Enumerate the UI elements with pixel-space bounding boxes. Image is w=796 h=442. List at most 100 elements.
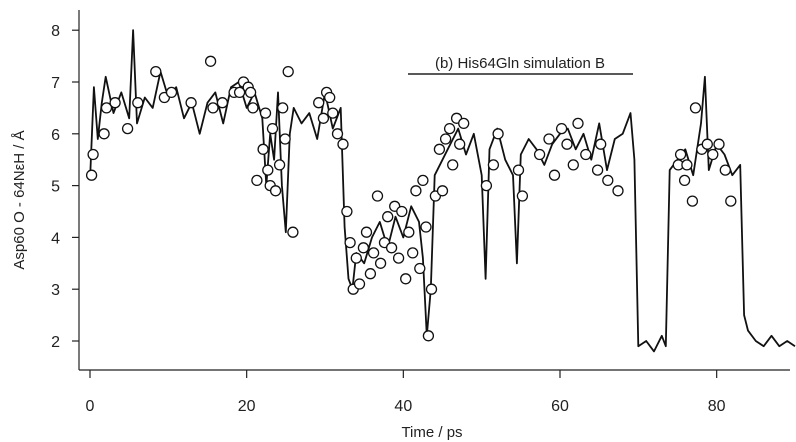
- y-tick-label: 2: [51, 334, 60, 351]
- y-tick-label: 4: [51, 230, 60, 247]
- data-point-marker: [595, 138, 607, 150]
- data-point-marker: [269, 185, 282, 197]
- y-tick-label: 7: [51, 75, 60, 92]
- data-point-marker: [414, 262, 426, 275]
- data-point-marker: [204, 55, 217, 67]
- data-point-marker: [98, 128, 110, 140]
- data-point-marker: [707, 148, 719, 161]
- data-point-marker: [725, 195, 737, 207]
- data-point-marker: [371, 190, 384, 202]
- data-point-marker: [543, 133, 555, 145]
- x-tick-label: 20: [238, 398, 256, 415]
- data-point-marker: [247, 102, 259, 114]
- data-point-marker: [344, 236, 356, 249]
- data-point-marker: [454, 138, 466, 150]
- y-axis-title: Asp60 O - 64NεH / Å: [11, 130, 28, 269]
- data-point-marker: [555, 122, 568, 135]
- data-point-marker: [439, 133, 452, 145]
- data-point-marker: [357, 242, 370, 254]
- data-point-marker: [420, 221, 432, 233]
- x-tick-label: 60: [551, 398, 569, 415]
- data-point-marker: [417, 174, 429, 187]
- data-point-marker: [207, 102, 219, 114]
- data-point-marker: [287, 226, 299, 238]
- data-point-marker: [331, 128, 344, 140]
- data-point-marker: [244, 86, 257, 99]
- data-point-marker: [396, 205, 408, 218]
- plot-area: [85, 29, 796, 353]
- axes: [78, 10, 790, 371]
- data-point-marker: [109, 97, 121, 109]
- data-point-marker: [580, 148, 592, 161]
- data-point-marker: [360, 226, 373, 238]
- data-point-marker: [561, 138, 573, 150]
- data-point-marker: [674, 148, 687, 161]
- data-point-marker: [407, 247, 419, 259]
- data-point-marker: [100, 102, 113, 114]
- data-point-marker: [422, 330, 435, 342]
- data-point-marker: [382, 211, 394, 223]
- data-point-marker: [458, 117, 470, 130]
- x-tick-label: 0: [86, 398, 95, 415]
- data-point-marker: [410, 185, 422, 197]
- data-point-marker: [262, 164, 274, 176]
- data-point-marker: [216, 97, 229, 109]
- data-point-marker: [602, 174, 614, 187]
- y-tick-label: 8: [51, 23, 60, 40]
- data-point-marker: [701, 138, 713, 150]
- data-point-marker: [337, 138, 349, 150]
- data-point-marker: [327, 107, 339, 119]
- data-point-marker: [385, 242, 398, 254]
- x-tick-label: 80: [708, 398, 726, 415]
- data-point-marker: [512, 164, 525, 176]
- y-ticks: 2 3 4 5 6 7 8: [51, 23, 79, 351]
- data-point-marker: [487, 159, 500, 171]
- data-point-marker: [364, 268, 377, 280]
- data-point-marker: [403, 226, 415, 238]
- data-point-marker: [678, 174, 691, 187]
- data-point-marker: [686, 195, 699, 207]
- data-point-marker: [85, 169, 98, 181]
- data-point-marker: [492, 128, 504, 140]
- data-point-marker: [350, 252, 362, 264]
- data-point-marker: [87, 148, 99, 161]
- data-point-marker: [612, 185, 624, 197]
- series-line: [89, 29, 796, 353]
- data-point-marker: [548, 169, 561, 181]
- data-point-marker: [165, 86, 178, 99]
- data-point-marker: [277, 102, 289, 114]
- data-point-marker: [273, 159, 286, 171]
- data-point-marker: [713, 138, 725, 150]
- data-point-marker: [447, 159, 459, 171]
- data-point-marker: [185, 97, 197, 109]
- data-point-marker: [572, 117, 584, 130]
- data-point-marker: [341, 205, 353, 218]
- data-point-marker: [689, 102, 702, 114]
- data-point-marker: [132, 97, 144, 109]
- data-point-marker: [374, 257, 387, 269]
- data-point-marker: [392, 252, 405, 264]
- data-point-marker: [567, 159, 579, 171]
- data-point-marker: [282, 65, 294, 78]
- data-point-marker: [324, 91, 336, 104]
- data-point-marker: [433, 143, 446, 155]
- data-point-marker: [259, 107, 272, 119]
- data-point-marker: [425, 283, 438, 295]
- data-point-marker: [443, 122, 456, 135]
- data-point-marker: [533, 148, 546, 161]
- data-point-marker: [150, 65, 162, 78]
- y-tick-label: 5: [51, 179, 60, 196]
- panel-annotation: (b) His64Gln simulation B: [435, 55, 605, 72]
- data-point-marker: [480, 179, 493, 192]
- data-point-marker: [367, 247, 380, 259]
- data-point-marker: [353, 278, 366, 290]
- data-point-marker: [251, 174, 263, 187]
- data-point-marker: [400, 273, 412, 285]
- data-point-marker: [266, 122, 279, 135]
- data-point-marker: [313, 97, 325, 109]
- x-tick-label: 40: [394, 398, 412, 415]
- data-point-marker: [257, 143, 269, 155]
- data-point-marker: [719, 164, 731, 176]
- data-point-marker: [121, 122, 134, 135]
- data-point-marker: [279, 133, 291, 145]
